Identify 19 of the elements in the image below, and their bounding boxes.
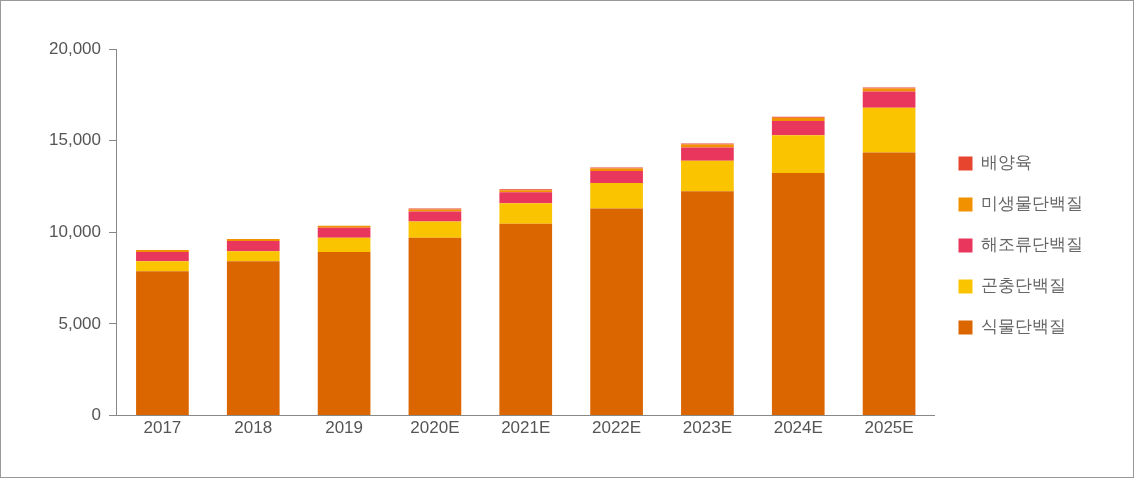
x-tick-label: 2023E [682, 418, 732, 438]
y-tick-label: 0 [91, 405, 101, 425]
legend-label: 미생물단백질 [981, 192, 1083, 213]
legend-label: 식물단백질 [981, 315, 1066, 336]
legend-label: 곤충단백질 [981, 274, 1066, 295]
legend-label: 배양육 [981, 151, 1032, 172]
x-tick-label: 2025E [864, 418, 914, 438]
y-tick-label: 5,000 [58, 313, 101, 333]
x-tick-label: 2021E [501, 418, 551, 438]
y-tick-label: 20,000 [49, 38, 101, 58]
y-tick-label: 15,000 [49, 130, 101, 150]
x-tick-label: 2022E [592, 418, 642, 438]
y-tick-label: 10,000 [49, 221, 101, 241]
legend-label: 해조류단백질 [981, 233, 1083, 254]
x-tick-label: 2017 [143, 418, 182, 438]
x-tick-label: 2024E [773, 418, 823, 438]
x-tick-label: 2019 [325, 418, 363, 438]
x-tick-label: 2020E [410, 418, 460, 438]
x-tick-label: 2018 [234, 418, 273, 438]
